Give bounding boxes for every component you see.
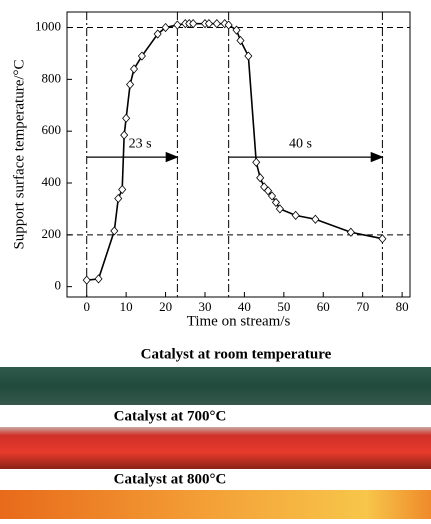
data-point — [252, 157, 261, 167]
data-point — [244, 51, 253, 61]
data-point — [291, 210, 300, 220]
data-point — [126, 79, 135, 90]
data-point — [275, 204, 284, 214]
data-point — [118, 184, 127, 195]
plot-frame — [66, 11, 411, 298]
y-tick-label: 600 — [42, 122, 62, 137]
data-point — [267, 191, 277, 201]
data-point — [153, 29, 162, 39]
x-tick-label: 20 — [159, 299, 172, 314]
data-point — [161, 22, 170, 33]
data-point — [256, 173, 265, 183]
y-tick-label: 0 — [55, 278, 62, 293]
data-point — [271, 197, 280, 208]
photo-caption: Catalyst at room temperature — [141, 346, 332, 362]
data-point — [212, 19, 221, 29]
data-point — [311, 214, 320, 224]
x-axis-label: Time on stream/s — [187, 313, 291, 329]
data-point — [114, 193, 123, 204]
annotation: 23 s — [129, 136, 152, 151]
y-tick-label: 200 — [42, 226, 62, 241]
data-line — [86, 22, 383, 281]
data-point — [378, 234, 387, 244]
data-point — [224, 20, 233, 30]
data-point — [264, 186, 273, 196]
data-point — [173, 20, 182, 30]
data-point — [232, 25, 241, 35]
data-point — [94, 274, 103, 284]
data-point — [110, 226, 119, 236]
data-point — [346, 227, 355, 237]
photo-caption: Catalyst at 800°C — [114, 471, 227, 487]
data-point — [120, 130, 129, 140]
data-point — [189, 19, 198, 29]
data-point — [122, 113, 131, 123]
x-tick-label: 60 — [317, 299, 330, 314]
x-tick-label: 0 — [83, 299, 90, 314]
y-axis-label: Support surface temperature/°C — [11, 59, 27, 249]
data-point — [82, 275, 91, 285]
x-tick-label: 70 — [356, 299, 369, 314]
photo — [0, 367, 431, 405]
y-tick-label: 1000 — [35, 19, 61, 34]
x-tick-label: 80 — [396, 299, 409, 314]
data-point — [236, 35, 245, 46]
y-tick-label: 400 — [42, 174, 62, 189]
data-point — [204, 19, 213, 29]
x-tick-label: 40 — [238, 299, 251, 314]
x-tick-label: 10 — [120, 299, 133, 314]
x-tick-label: 30 — [198, 299, 211, 314]
y-tick-label: 800 — [42, 70, 62, 85]
photo-caption: Catalyst at 700°C — [114, 408, 227, 424]
data-point — [137, 51, 146, 61]
photo — [0, 427, 431, 469]
data-point — [129, 64, 139, 74]
x-tick-label: 50 — [277, 299, 290, 314]
photo — [0, 490, 431, 519]
annotation: 40 s — [289, 136, 312, 151]
